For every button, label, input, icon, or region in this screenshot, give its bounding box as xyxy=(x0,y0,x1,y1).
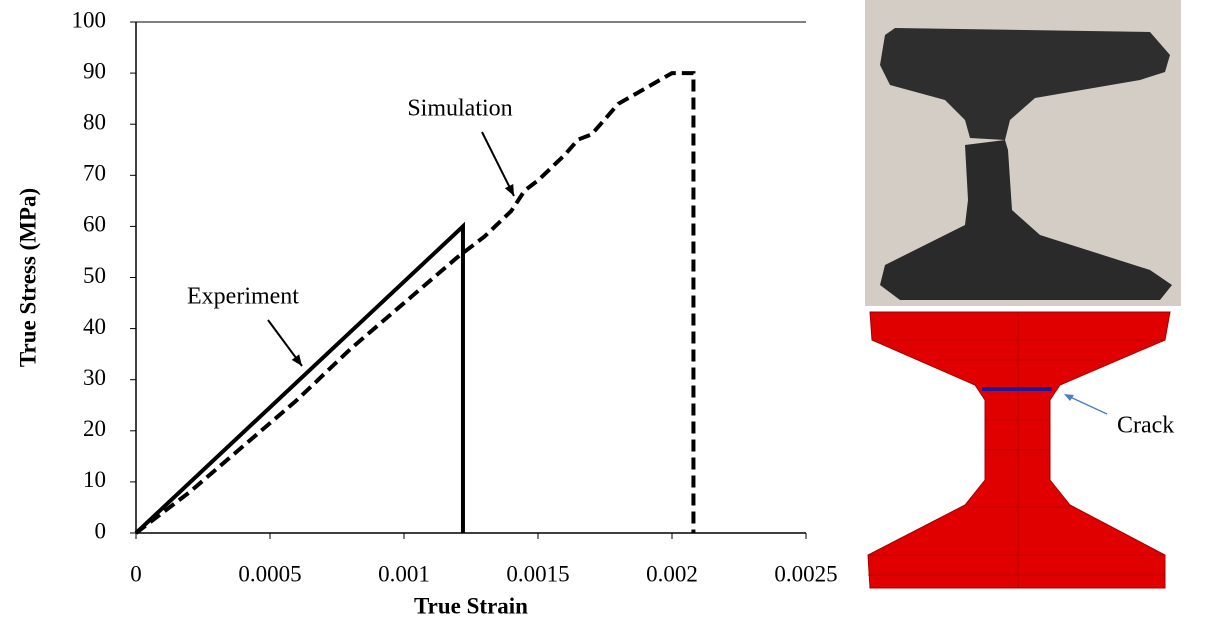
series-annotation: Experiment xyxy=(187,284,299,310)
y-tick-label: 70 xyxy=(83,161,106,186)
crack-label: Crack xyxy=(1117,413,1174,439)
y-tick-label: 60 xyxy=(83,212,106,237)
x-tick-label: 0 xyxy=(130,561,142,586)
y-tick-label: 50 xyxy=(83,263,106,288)
fe-mesh xyxy=(867,311,1171,589)
x-tick-label: 0.0005 xyxy=(238,561,301,586)
y-tick-label: 40 xyxy=(83,314,106,339)
x-tick-label: 0.0025 xyxy=(774,561,837,586)
y-tick-label: 0 xyxy=(95,518,107,543)
y-tick-label: 80 xyxy=(83,109,106,134)
plot: 0 10 20 30 40 50 60 70 80 90 100 0 0.0005 0.001 0.0015… xyxy=(15,7,837,618)
arrow-head xyxy=(291,354,302,366)
x-axis-title: True Strain xyxy=(414,593,528,618)
series-annotation: Simulation xyxy=(407,96,512,122)
x-tick-label: 0.002 xyxy=(646,561,698,586)
specimen-photo xyxy=(865,0,1181,306)
series-line xyxy=(134,71,696,535)
y-tick-label: 100 xyxy=(72,7,107,32)
y-axis-title: True Stress (MPa) xyxy=(15,188,40,367)
series-line xyxy=(134,221,465,535)
x-tick-label: 0.0015 xyxy=(506,561,569,586)
y-tick-label: 10 xyxy=(83,467,106,492)
x-tick-label: 0.001 xyxy=(378,561,430,586)
y-tick-label: 90 xyxy=(83,58,106,83)
arrow-head xyxy=(504,184,514,196)
y-tick-label: 20 xyxy=(83,416,106,441)
annotation-arrow xyxy=(481,131,515,197)
y-tick-label: 30 xyxy=(83,365,106,390)
